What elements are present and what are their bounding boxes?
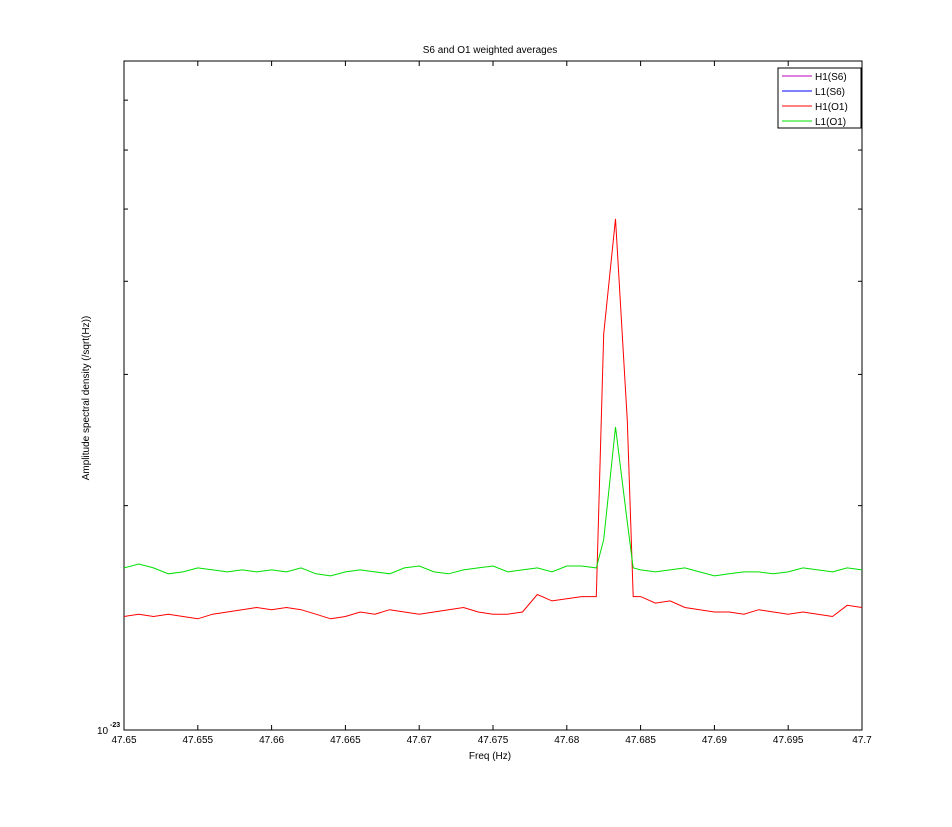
- x-tick-label: 47.655: [183, 735, 214, 746]
- series-layer: [123, 218, 863, 620]
- legend-label: H1(O1): [815, 102, 848, 113]
- x-axis-ticks: 47.65 47.655 47.66 47.665 47.67 47.675 47.68 47…: [111, 61, 872, 746]
- x-tick-label: 47.66: [259, 735, 284, 746]
- x-tick-label: 47.695: [773, 735, 804, 746]
- x-tick-label: 47.65: [111, 735, 136, 746]
- x-tick-label: 47.685: [625, 735, 656, 746]
- x-tick-label: 47.69: [702, 735, 727, 746]
- y-tick-label-base: 10: [97, 726, 109, 737]
- y-minor-ticks: [124, 99, 862, 731]
- plot-frame: [123, 60, 863, 731]
- chart-title: S6 and O1 weighted averages: [423, 45, 558, 56]
- legend-label: L1(O1): [815, 117, 846, 128]
- plot-area: 47.65 47.655 47.66 47.665 47.67 47.675 47.68 47…: [111, 60, 872, 746]
- x-tick-label: 47.7: [852, 735, 872, 746]
- x-tick-label: 47.67: [407, 735, 432, 746]
- x-tick-label: 47.68: [554, 735, 579, 746]
- y-tick-label: 10 -23: [97, 722, 120, 737]
- series-line-l1-o1: [123, 426, 863, 577]
- legend-label: L1(S6): [815, 87, 845, 98]
- x-axis-label: Freq (Hz): [469, 751, 511, 762]
- legend-label: H1(S6): [815, 72, 847, 83]
- y-tick-label-exponent: -23: [110, 722, 120, 729]
- y-axis-label: Amplitude spectral density (/sqrt(Hz)): [81, 316, 92, 481]
- x-tick-label: 47.665: [330, 735, 361, 746]
- legend: H1(S6) L1(S6) H1(O1) L1(O1): [777, 67, 862, 129]
- series-line-h1-o1: [123, 218, 863, 620]
- x-tick-label: 47.675: [478, 735, 509, 746]
- legend-box: [777, 67, 862, 129]
